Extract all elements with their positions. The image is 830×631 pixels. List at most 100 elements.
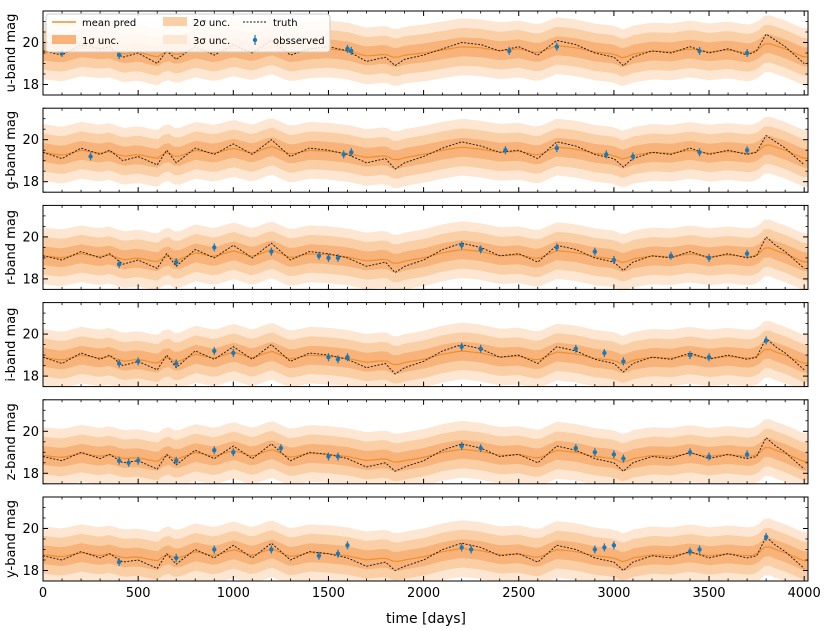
x-tick-label: 4000: [788, 586, 821, 601]
legend-label: 2σ unc.: [193, 18, 230, 29]
plot-area-r: [43, 219, 808, 290]
truth-line: [43, 134, 805, 170]
observed-point: [335, 454, 341, 459]
panel-i-band: 18 20i-band mag: [4, 302, 809, 388]
truth-line: [43, 33, 805, 67]
legend: mean pred 1σ unc. 2σ unc. 3σ unc. truth obsse…: [45, 13, 331, 53]
observed-point: [611, 543, 617, 548]
observed-point: [592, 450, 598, 455]
truth-line: [43, 436, 805, 472]
mean-pred-line: [43, 43, 808, 59]
legend-swatch-band2: [163, 17, 187, 26]
observed-point: [697, 150, 702, 155]
y-axis-label: u-band mag: [4, 14, 19, 93]
truth-line: [43, 536, 805, 572]
observed-point: [116, 361, 122, 366]
observed-point: [478, 247, 483, 252]
x-axis-label: time [days]: [386, 611, 466, 627]
observed-point: [269, 547, 274, 552]
plot-area-z: [43, 419, 808, 484]
observed-point: [706, 355, 712, 360]
observed-point: [630, 154, 636, 159]
observed-point: [326, 355, 331, 360]
observed-point: [345, 355, 350, 360]
y-tick-label: 20: [22, 36, 39, 51]
y-tick-label: 20: [22, 522, 39, 537]
observed-point: [668, 253, 674, 258]
y-tick-label: 20: [22, 133, 39, 148]
panel-g-band: 18 20g-band mag: [4, 107, 809, 193]
observed-point: [335, 255, 341, 261]
observed-point: [269, 249, 274, 254]
observed-point: [621, 359, 626, 364]
x-tick-label: 1000: [217, 586, 250, 601]
observed-point: [345, 46, 350, 51]
observed-point: [341, 152, 346, 157]
observed-point: [316, 253, 322, 258]
legend-frame: [45, 13, 331, 53]
y-axis-label: r-band mag: [4, 210, 19, 285]
plot-area-y: [43, 518, 808, 581]
observed-point: [126, 460, 131, 465]
observed-point: [278, 445, 284, 451]
observed-point: [554, 245, 560, 250]
x-tick-label: 2500: [502, 586, 535, 601]
legend-swatch-band3: [163, 35, 187, 44]
uncertainty-band-1sigma: [43, 537, 808, 571]
observed-point: [212, 448, 217, 453]
observed-point: [592, 249, 598, 254]
observed-point: [174, 458, 179, 463]
observed-point: [174, 259, 179, 265]
observed-point: [468, 547, 474, 552]
observed-point: [349, 48, 354, 54]
panel-r-band: 18 20r-band mag: [4, 204, 809, 290]
observed-point: [335, 551, 341, 556]
observed-point: [763, 338, 769, 343]
x-tick-label: 3500: [692, 586, 725, 601]
y-tick-label: 18: [22, 78, 39, 93]
observed-point: [212, 348, 217, 354]
observed-point: [697, 547, 702, 552]
y-axis-label: i-band mag: [4, 308, 19, 382]
observed-point: [135, 359, 141, 364]
observed-point: [459, 344, 464, 349]
observed-point: [231, 450, 236, 455]
x-tick-label: 1500: [312, 586, 345, 601]
observed-point: [611, 452, 617, 457]
observed-point: [611, 257, 617, 263]
y-tick-label: 20: [22, 425, 39, 440]
panel-z-band: 18 20z-band mag: [4, 399, 809, 485]
observed-point: [326, 255, 331, 261]
mean-pred-line: [43, 144, 808, 161]
legend-label: 3σ unc.: [193, 36, 230, 47]
observed-point: [744, 148, 750, 153]
observed-point: [604, 152, 609, 157]
mean-pred-line: [43, 348, 808, 366]
observed-point: [744, 50, 750, 56]
y-tick-label: 18: [22, 272, 39, 287]
observed-point: [174, 555, 179, 561]
panel-y-band: 0 500 1000 1500 2000 2500 3000 3500 4000 18 20y-ba…: [4, 496, 821, 601]
observed-point: [602, 350, 607, 356]
observed-point: [763, 534, 769, 540]
observed-point: [478, 445, 483, 451]
observed-point: [116, 559, 122, 565]
y-tick-label: 18: [22, 370, 39, 385]
legend-label: mean pred: [82, 18, 136, 29]
observed-point: [345, 543, 350, 548]
mean-pred-line: [43, 546, 808, 563]
observed-point: [507, 48, 512, 54]
observed-point: [602, 545, 607, 550]
truth-line: [43, 236, 805, 274]
observed-point: [231, 350, 236, 356]
observed-point: [687, 549, 693, 554]
x-tick-label: 500: [126, 586, 151, 601]
observed-point: [116, 262, 122, 267]
observed-point: [349, 150, 354, 155]
y-tick-label: 18: [22, 467, 39, 482]
y-axis-label: z-band mag: [4, 403, 19, 480]
truth-line: [43, 337, 805, 375]
observed-point: [135, 458, 141, 463]
x-tick-label: 2000: [407, 586, 440, 601]
